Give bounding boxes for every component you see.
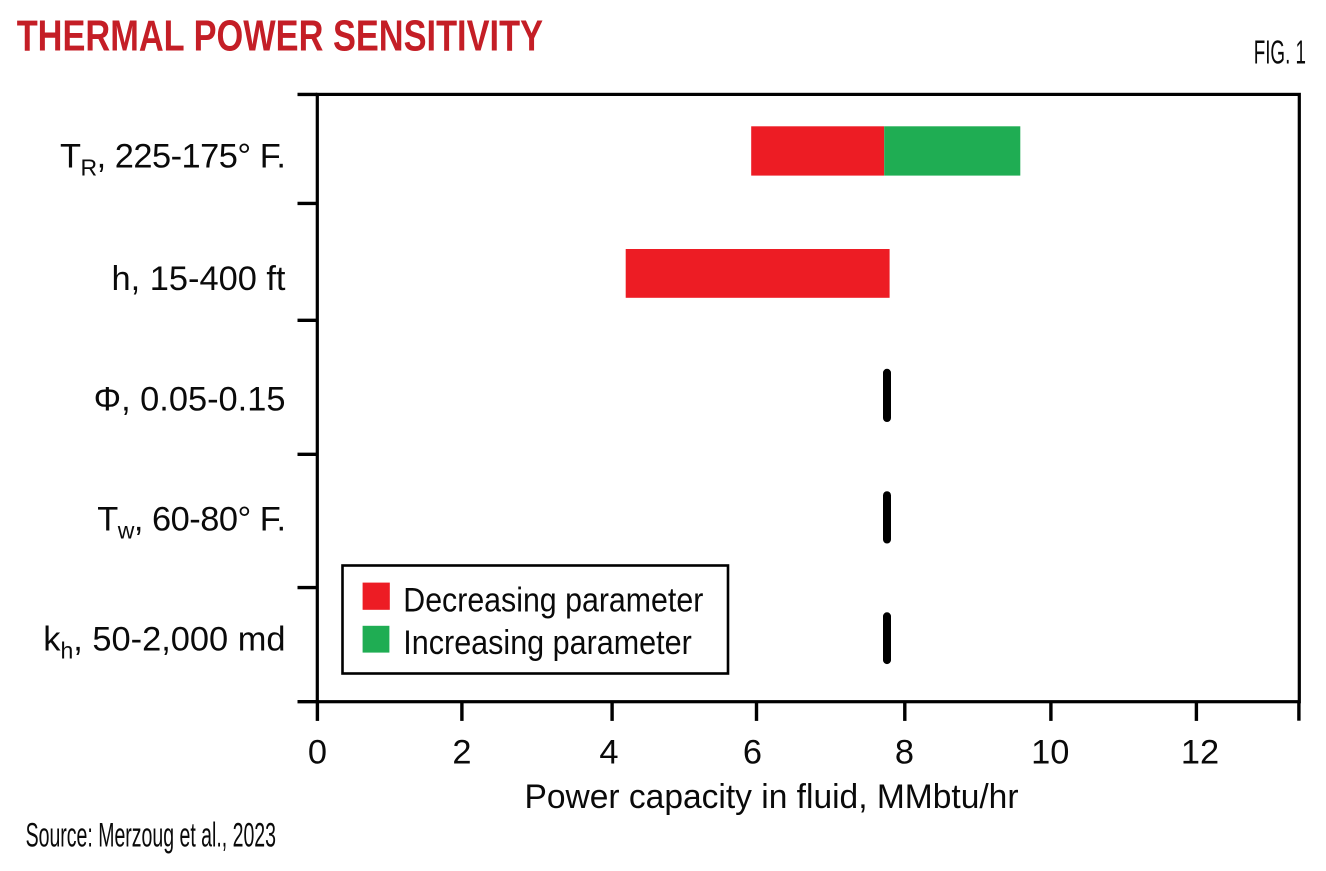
svg-text:0: 0 bbox=[308, 734, 327, 772]
svg-text:FIG. 1: FIG. 1 bbox=[1254, 33, 1306, 70]
svg-text:THERMAL POWER SENSITIVITY: THERMAL POWER SENSITIVITY bbox=[17, 12, 543, 61]
svg-text:TR, 225-175° F.: TR, 225-175° F. bbox=[60, 138, 286, 181]
svg-text:h, 15-400 ft: h, 15-400 ft bbox=[112, 260, 286, 298]
svg-text:Decreasing parameter: Decreasing parameter bbox=[403, 581, 703, 619]
svg-text:2: 2 bbox=[452, 734, 471, 772]
svg-text:10: 10 bbox=[1031, 734, 1069, 772]
svg-text:6: 6 bbox=[743, 734, 762, 772]
svg-text:Φ, 0.05-0.15: Φ, 0.05-0.15 bbox=[94, 380, 286, 418]
svg-text:Source: Merzoug et al., 2023: Source: Merzoug et al., 2023 bbox=[26, 817, 276, 855]
svg-text:Tw, 60-80° F.: Tw, 60-80° F. bbox=[97, 500, 285, 543]
svg-text:Power capacity in fluid, MMbtu: Power capacity in fluid, MMbtu/hr bbox=[525, 778, 1019, 816]
svg-text:kh, 50-2,000 md: kh, 50-2,000 md bbox=[43, 620, 285, 663]
svg-text:4: 4 bbox=[599, 734, 618, 772]
svg-text:12: 12 bbox=[1181, 734, 1219, 772]
svg-text:Increasing parameter: Increasing parameter bbox=[403, 624, 692, 662]
svg-text:8: 8 bbox=[895, 734, 914, 772]
